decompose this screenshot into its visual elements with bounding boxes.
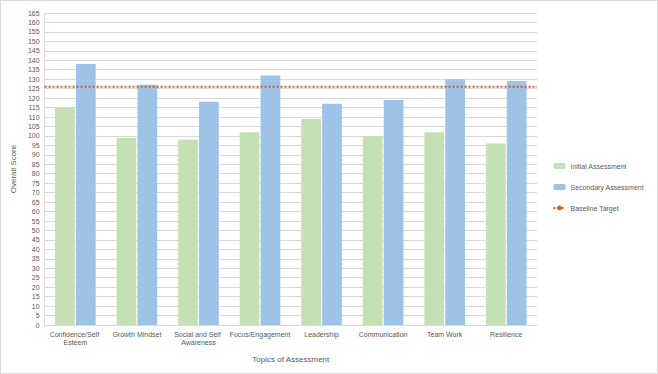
svg-text:5: 5 [36, 312, 40, 319]
svg-text:Focus/Engagement: Focus/Engagement [230, 331, 291, 339]
svg-text:Growth Mindset: Growth Mindset [112, 331, 161, 338]
svg-text:45: 45 [32, 236, 40, 243]
svg-text:10: 10 [32, 303, 40, 310]
svg-text:115: 115 [28, 104, 39, 111]
svg-text:135: 135 [28, 66, 40, 73]
svg-text:Awareness: Awareness [181, 339, 216, 346]
svg-text:Overall Score: Overall Score [9, 144, 18, 193]
svg-text:65: 65 [32, 199, 40, 206]
svg-text:160: 160 [28, 19, 40, 26]
svg-text:Baseline Target: Baseline Target [570, 205, 618, 213]
svg-text:35: 35 [32, 255, 40, 262]
svg-text:105: 105 [28, 123, 40, 130]
svg-text:110: 110 [28, 114, 39, 121]
svg-text:75: 75 [32, 180, 40, 187]
svg-text:25: 25 [32, 274, 40, 281]
svg-text:Communication: Communication [359, 331, 408, 338]
svg-text:155: 155 [28, 28, 40, 35]
svg-text:165: 165 [28, 10, 40, 17]
svg-text:50: 50 [32, 227, 40, 234]
svg-text:70: 70 [32, 189, 40, 196]
svg-text:Leadership: Leadership [304, 331, 339, 339]
svg-text:100: 100 [28, 132, 40, 139]
svg-text:90: 90 [32, 151, 40, 158]
svg-text:Topics of Assessment: Topics of Assessment [252, 355, 330, 364]
svg-text:15: 15 [32, 293, 40, 300]
svg-text:125: 125 [28, 85, 40, 92]
svg-text:140: 140 [28, 57, 40, 64]
svg-text:40: 40 [32, 246, 40, 253]
svg-text:85: 85 [32, 161, 40, 168]
svg-text:30: 30 [32, 265, 40, 272]
svg-text:Resilience: Resilience [490, 331, 522, 338]
svg-text:145: 145 [28, 47, 40, 54]
svg-text:95: 95 [32, 142, 40, 149]
svg-text:130: 130 [28, 76, 40, 83]
svg-text:60: 60 [32, 208, 40, 215]
svg-text:Esteem: Esteem [63, 339, 87, 346]
svg-text:80: 80 [32, 170, 40, 177]
svg-text:55: 55 [32, 218, 40, 225]
svg-text:150: 150 [28, 38, 40, 45]
svg-text:Team Work: Team Work [427, 331, 463, 338]
svg-text:Social and Self: Social and Self [174, 331, 223, 338]
svg-text:120: 120 [28, 95, 40, 102]
svg-text:Secondary Assessment: Secondary Assessment [570, 184, 643, 192]
svg-text:Confidence/Self: Confidence/Self [50, 331, 101, 338]
svg-text:20: 20 [32, 284, 40, 291]
svg-text:0: 0 [36, 322, 40, 329]
svg-text:Initial Assessment: Initial Assessment [570, 163, 626, 170]
